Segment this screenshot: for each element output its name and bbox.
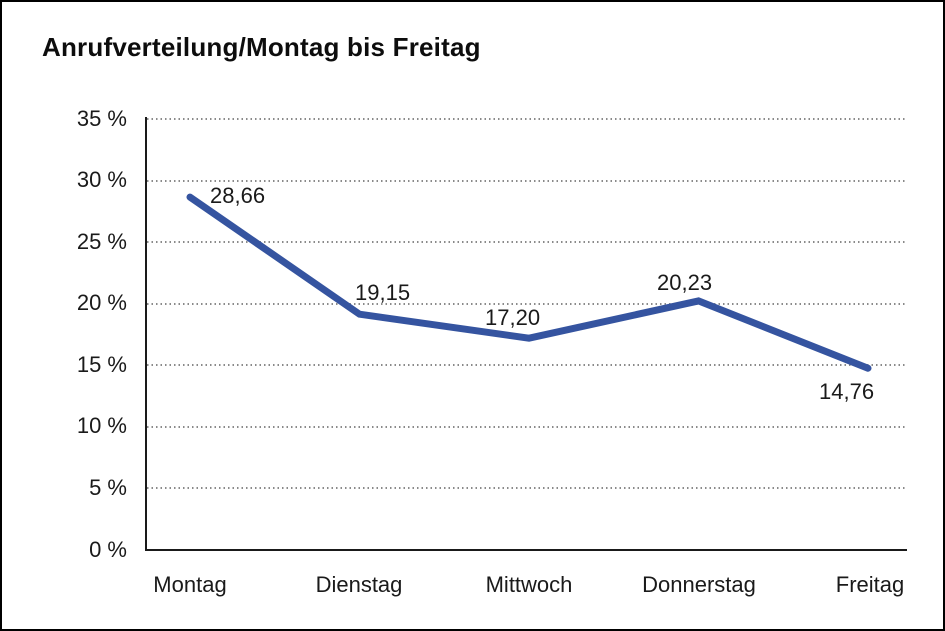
x-axis-line (145, 549, 907, 551)
x-category-label-montag: Montag (153, 572, 227, 597)
y-axis-line (145, 117, 147, 551)
gridline-30 (147, 180, 905, 182)
gridline-5 (147, 487, 905, 489)
data-label-montag: 28,66 (210, 183, 266, 208)
y-tick-label: 35 % (76, 106, 127, 131)
data-label-donnerstag: 20,23 (657, 270, 713, 295)
gridline-25 (147, 241, 905, 243)
y-tick-label: 10 % (76, 413, 127, 438)
chart-title: Anrufverteilung/Montag bis Freitag (42, 32, 481, 62)
x-category-label-freitag: Freitag (835, 572, 905, 597)
x-category-label-donnerstag: Donnerstag (642, 572, 756, 597)
y-tick-label: 30 % (76, 167, 127, 192)
y-tick-label: 0 % (89, 537, 127, 562)
y-tick-label: 5 % (89, 475, 127, 500)
line-series (186, 193, 872, 372)
y-tick-label: 25 % (76, 229, 127, 254)
x-category-label-mittwoch: Mittwoch (485, 572, 573, 597)
y-tick-label: 20 % (76, 290, 127, 315)
data-label-mittwoch: 17,20 (485, 305, 541, 330)
data-label-freitag: 14,76 (819, 379, 875, 404)
y-tick-label: 15 % (76, 352, 127, 377)
x-category-label-dienstag: Dienstag (315, 572, 403, 597)
data-label-dienstag: 19,15 (355, 280, 411, 305)
gridline-10 (147, 426, 905, 428)
gridline-35 (147, 118, 905, 120)
gridline-15 (147, 364, 905, 366)
